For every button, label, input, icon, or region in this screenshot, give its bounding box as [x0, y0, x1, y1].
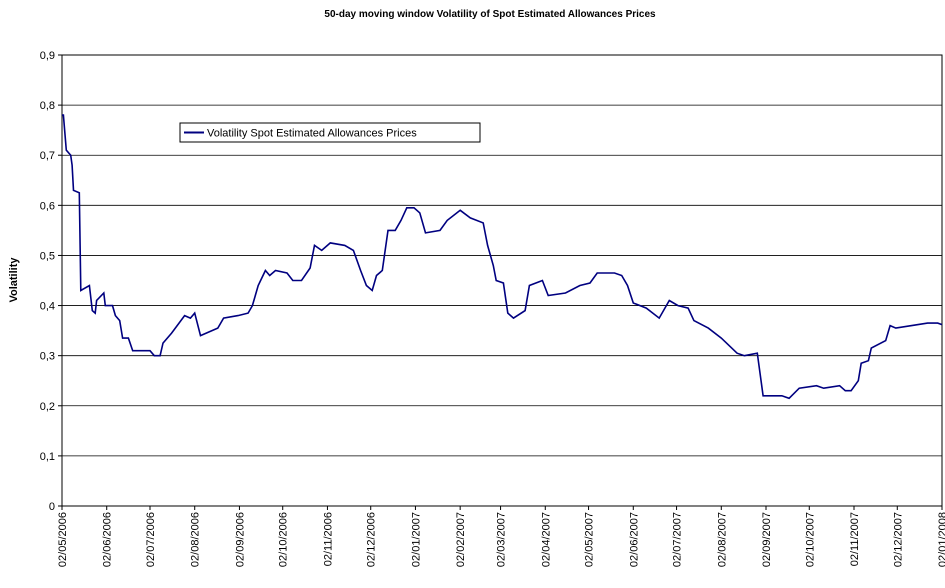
- x-tick-label: 02/11/2006: [322, 512, 334, 566]
- y-tick-label: 0,8: [40, 100, 55, 112]
- y-tick-label: 0,4: [40, 301, 55, 313]
- y-tick-label: 0,9: [40, 50, 55, 62]
- x-tick-label: 02/12/2007: [892, 512, 904, 567]
- x-tick-label: 02/09/2006: [234, 512, 246, 567]
- x-tick-label: 02/07/2007: [672, 512, 684, 567]
- x-tick-label: 02/01/2007: [410, 512, 422, 567]
- x-tick-label: 02/02/2007: [455, 512, 467, 567]
- x-tick-label: 02/06/2007: [628, 512, 640, 567]
- x-tick-label: 02/11/2007: [849, 512, 861, 566]
- x-tick-label: 02/03/2007: [496, 512, 508, 567]
- x-tick-label: 02/06/2006: [102, 512, 114, 567]
- legend: Volatility Spot Estimated Allowances Pri…: [179, 122, 481, 143]
- x-tick-label: 02/10/2006: [278, 512, 290, 567]
- x-tick-label: 02/05/2007: [584, 512, 596, 567]
- legend-label: Volatility Spot Estimated Allowances Pri…: [207, 128, 417, 140]
- y-tick-label: 0,5: [40, 250, 55, 262]
- y-tick-label: 0: [49, 501, 55, 513]
- chart-title: 50-day moving window Volatility of Spot …: [324, 9, 656, 20]
- y-axis-label: Volatility: [8, 257, 20, 303]
- y-tick-label: 0,6: [40, 200, 55, 212]
- x-tick-label: 02/04/2007: [540, 512, 552, 567]
- y-tick-label: 0,3: [40, 351, 55, 363]
- x-tick-label: 02/01/2008: [937, 512, 945, 567]
- legend-box: [179, 122, 481, 143]
- x-tick-label: 02/07/2006: [145, 512, 157, 567]
- series-line: [62, 114, 943, 400]
- y-tick-label: 0,1: [40, 451, 55, 463]
- x-tick-label: 02/12/2006: [366, 512, 378, 567]
- x-tick-label: 02/08/2007: [716, 512, 728, 567]
- x-tick-label: 02/05/2006: [57, 512, 69, 567]
- x-tick-label: 02/08/2006: [190, 512, 202, 567]
- plot-border: [61, 54, 943, 507]
- y-tick-label: 0,2: [40, 401, 55, 413]
- y-tick-label: 0,7: [40, 150, 55, 162]
- x-tick-label: 02/09/2007: [761, 512, 773, 567]
- x-tick-label: 02/10/2007: [804, 512, 816, 567]
